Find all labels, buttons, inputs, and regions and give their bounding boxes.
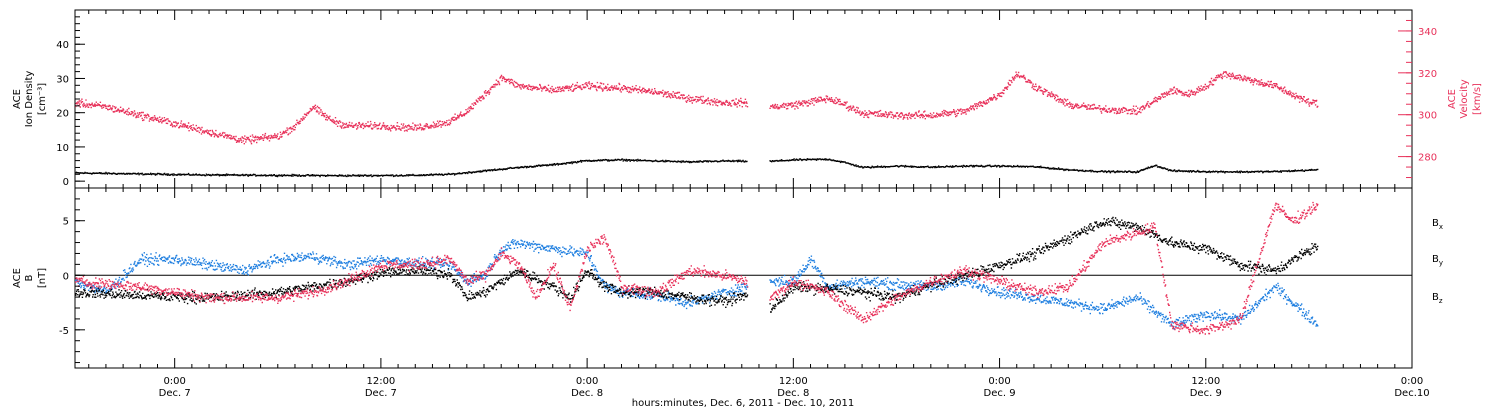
legend-bz-label: B: [1432, 292, 1439, 303]
top-left-ylabel-line1: ACE: [12, 89, 23, 109]
top-left-ylabel-line2: Ion Density: [24, 71, 35, 128]
legend-bx-label: B: [1432, 218, 1439, 229]
legend-bx-sub: x: [1439, 223, 1443, 231]
date-label-0: Dec. 7: [159, 388, 191, 399]
density-series-points: [75, 158, 1319, 178]
top-left-ylabel-line3: [cm⁻³]: [37, 83, 48, 115]
legend-by-sub: y: [1439, 259, 1443, 267]
time-label-0: 0:00: [163, 376, 185, 387]
by-series-points: [75, 239, 1319, 330]
velocity-series-points: [75, 71, 1319, 145]
top-ytick-label-40: 40: [56, 40, 69, 51]
bot-ytick-label--5: -5: [59, 326, 69, 337]
legend-by: By: [1432, 254, 1443, 267]
date-label-2: Dec. 8: [571, 388, 603, 399]
top-rtick-label-280: 280: [1418, 153, 1437, 164]
date-label-4: Dec. 9: [984, 388, 1016, 399]
top-rtick-label-300: 300: [1418, 111, 1437, 122]
velocity-series: [75, 71, 1319, 145]
date-label-3: Dec. 8: [777, 388, 809, 399]
bot-ytick-label-0: 0: [63, 271, 69, 282]
time-label-6: 0:00: [1401, 376, 1423, 387]
legend-bz-sub: z: [1439, 297, 1443, 305]
legend-by-label: B: [1432, 254, 1439, 265]
time-label-3: 12:00: [779, 376, 808, 387]
top-ytick-label-30: 30: [56, 74, 69, 85]
bz-series-points: [75, 201, 1319, 335]
top-ytick-label-20: 20: [56, 109, 69, 120]
top-right-ylabel-line3: [km/s]: [1472, 83, 1483, 115]
top-rtick-label-320: 320: [1418, 69, 1437, 80]
legend-bz: Bz: [1432, 292, 1443, 305]
bottom-ylabel-line2: B: [24, 274, 35, 281]
top-right-ylabel-line1: ACE: [1447, 89, 1458, 109]
legend-bx: Bx: [1432, 218, 1443, 231]
time-label-1: 12:00: [366, 376, 395, 387]
bottom-ylabel-line3: [nT]: [37, 268, 48, 288]
date-label-6: Dec.10: [1394, 388, 1429, 399]
date-label-1: Dec. 7: [365, 388, 397, 399]
top-right-ylabel-line2: Velocity: [1459, 79, 1470, 118]
bottom-plot-area: [75, 201, 1412, 335]
date-label-5: Dec. 9: [1190, 388, 1222, 399]
bot-ytick-label-5: 5: [63, 217, 69, 228]
density-series: [75, 158, 1319, 178]
top-rtick-label-340: 340: [1418, 27, 1437, 38]
time-label-4: 0:00: [988, 376, 1010, 387]
bottom-ylabel-line1: ACE: [12, 268, 23, 288]
top-plot-area: [75, 71, 1319, 178]
time-label-5: 12:00: [1191, 376, 1220, 387]
top-ytick-label-10: 10: [56, 143, 69, 154]
by-series: [75, 239, 1319, 330]
bz-series: [75, 201, 1319, 335]
top-ytick-label-0: 0: [63, 177, 69, 188]
time-axis-caption: hours:minutes, Dec. 6, 2011 - Dec. 10, 2…: [632, 398, 854, 409]
bottom-panel-frame: [74, 187, 1413, 369]
time-label-2: 0:00: [576, 376, 598, 387]
